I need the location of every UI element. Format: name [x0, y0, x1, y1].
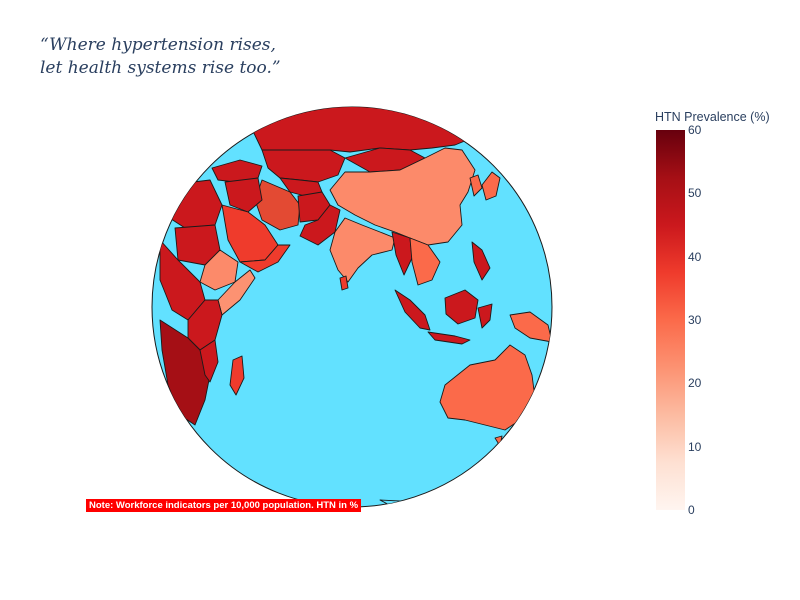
country-korea[interactable]: [469, 174, 483, 197]
colorbar-tick-label: 40: [688, 249, 702, 264]
country-thailand-vietnam[interactable]: [409, 237, 441, 286]
country-mozambique[interactable]: [199, 339, 219, 383]
country-madagascar[interactable]: [229, 355, 245, 396]
country-india[interactable]: [329, 217, 396, 283]
country-indonesia-java[interactable]: [427, 331, 471, 345]
country-kazakhstan[interactable]: [261, 149, 346, 183]
map-title: “Where hypertension rises, let health sy…: [40, 34, 340, 80]
countries-layer: [159, 100, 552, 507]
country-myanmar[interactable]: [391, 231, 413, 276]
country-borneo[interactable]: [444, 289, 479, 325]
colorbar-tick-label: 10: [688, 439, 702, 454]
country-oman-yemen[interactable]: [239, 244, 291, 273]
colorbar-tick-label: 60: [688, 123, 702, 137]
colorbar-tick-label: 20: [688, 376, 702, 391]
country-iraq-syria[interactable]: [224, 177, 263, 213]
colorbar-gradient: [656, 130, 685, 510]
country-new-guinea[interactable]: [509, 311, 552, 343]
country-southern-africa[interactable]: [159, 319, 211, 426]
colorbar-title: HTN Prevalence (%): [655, 110, 770, 124]
colorbar-tick-label: 30: [688, 313, 702, 327]
country-philippines[interactable]: [471, 241, 491, 281]
country-egypt-libya[interactable]: [164, 179, 223, 229]
country-japan[interactable]: [481, 171, 501, 201]
country-russia[interactable]: [249, 100, 473, 153]
colorbar-tick-label: 0: [688, 503, 695, 517]
country-china[interactable]: [329, 147, 476, 246]
footnote-badge: Note: Workforce indicators per 10,000 po…: [86, 499, 362, 512]
country-indonesia-sumatra[interactable]: [394, 289, 431, 331]
title-line-1: “Where hypertension rises,: [40, 35, 276, 55]
colorbar-tick-label: 50: [688, 186, 702, 201]
country-sulawesi[interactable]: [477, 303, 493, 329]
country-pakistan[interactable]: [299, 204, 341, 246]
title-line-2: let health systems rise too.”: [40, 58, 281, 78]
country-sri-lanka[interactable]: [339, 275, 349, 291]
